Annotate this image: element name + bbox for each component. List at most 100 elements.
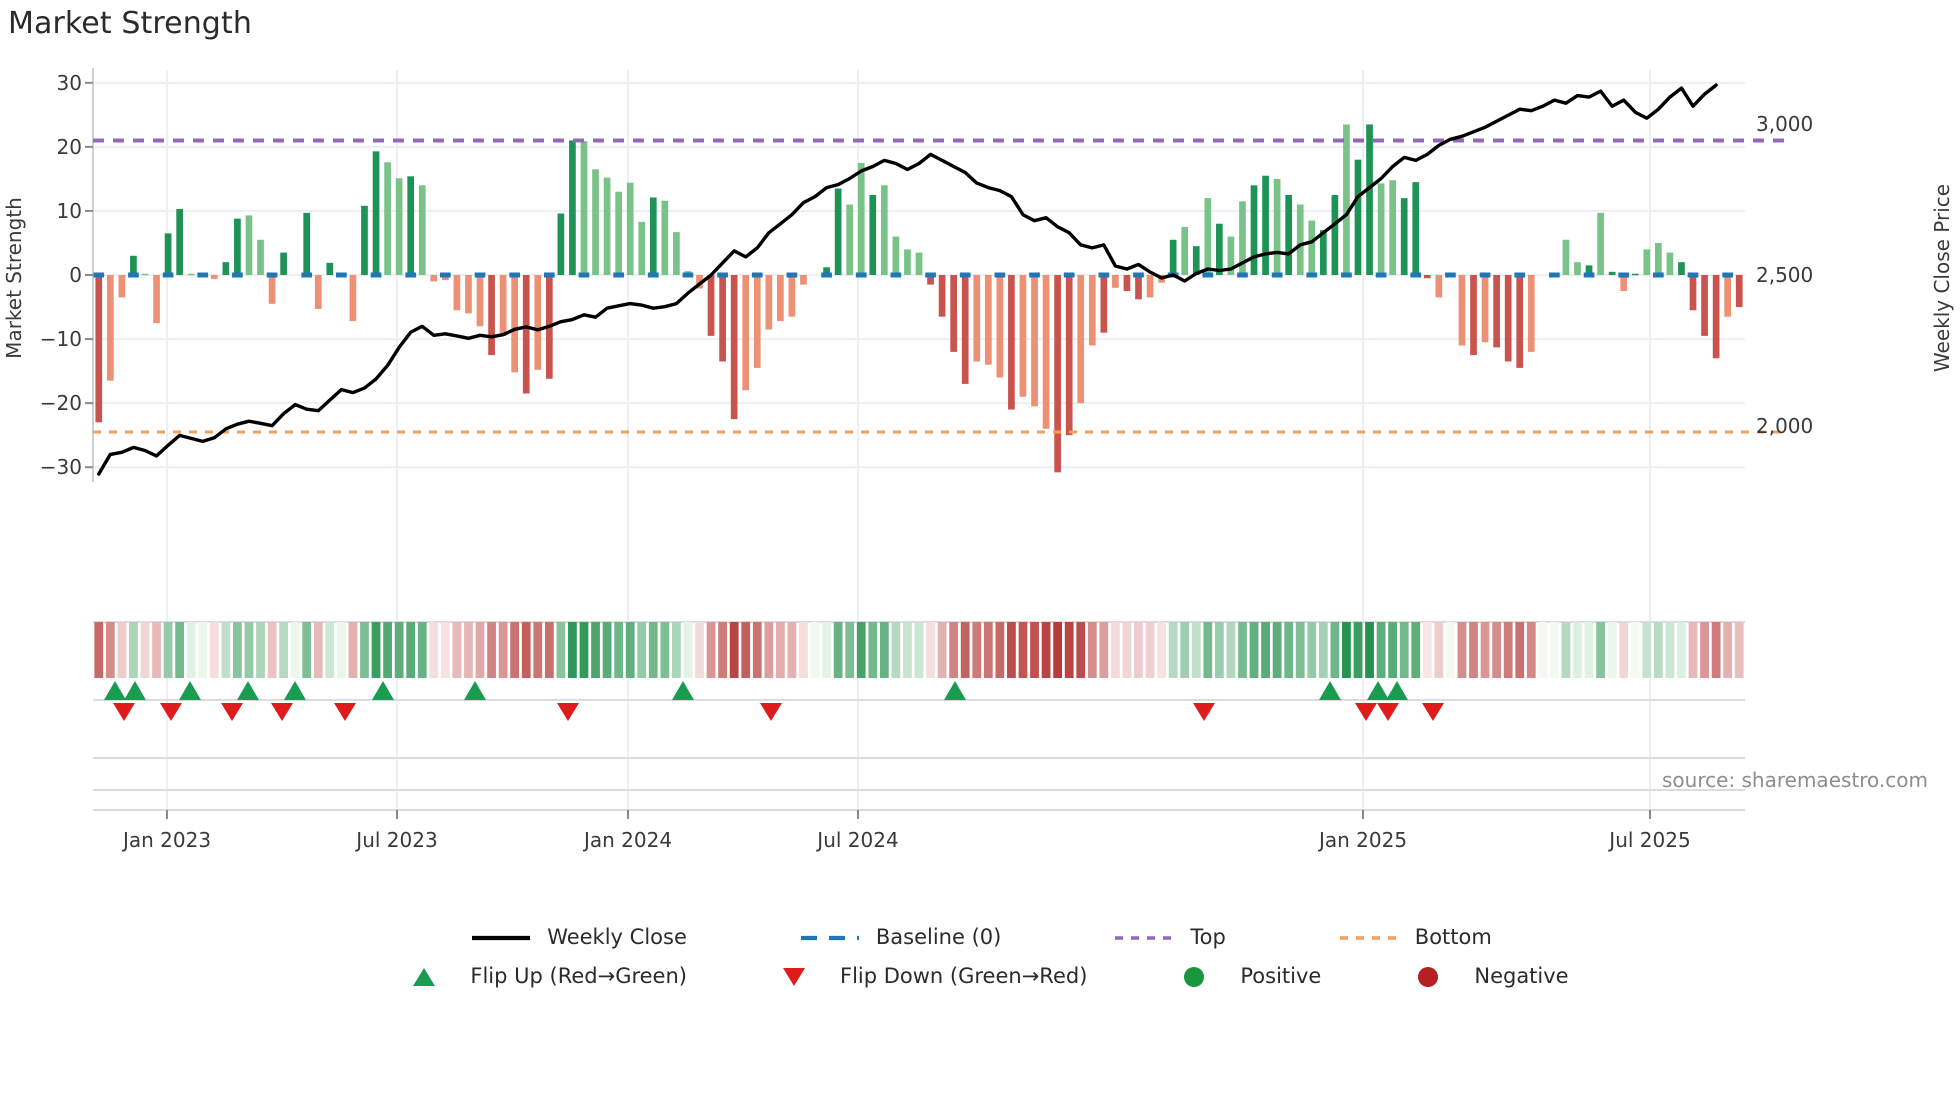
line-dotted-orange-icon [1336,925,1402,951]
strength-bar [153,275,160,324]
strength-bar [1239,201,1246,275]
heatmap-cell [1041,622,1051,678]
strength-bar [557,213,565,275]
heatmap-cell [637,622,647,678]
flip-up-marker [944,681,966,700]
line-dotted-purple-icon [1111,925,1177,951]
strength-bar [534,275,542,370]
heatmap-cell [325,622,335,678]
strength-bar [1031,275,1038,407]
heatmap-cell [856,622,866,678]
heatmap-cell [1318,622,1328,678]
heatmap-cell [1492,622,1502,678]
heatmap-cell [1434,622,1444,678]
legend-item[interactable]: Positive [1161,964,1321,990]
strength-bar [1620,275,1628,292]
strength-bar [488,275,495,356]
heatmap-cell [233,622,242,678]
strength-bar [753,275,761,368]
strength-bar [141,273,149,276]
strength-bar [892,236,900,275]
strength-bar [1319,230,1327,275]
legend-item[interactable]: Weekly Close [468,925,687,951]
strength-bar [1019,275,1027,397]
legend-item[interactable]: Negative [1395,964,1569,990]
heatmap-cell [371,622,381,678]
legend-item[interactable]: Baseline (0) [797,925,1001,951]
heatmap-cell [336,622,346,678]
heatmap-cell [1503,622,1513,678]
strength-bar [453,275,461,311]
strength-bar [1227,236,1235,275]
strength-bar [1135,275,1142,300]
heatmap-cell [718,622,727,678]
heatmap-cell [464,622,473,678]
heatmap-cell [833,622,843,678]
flip-down-marker [160,703,182,721]
strength-bar [742,275,750,391]
strength-bar [430,275,438,282]
strength-bar [707,275,715,336]
strength-bar [904,249,911,275]
heatmap-cell [672,622,681,678]
strength-bar [372,151,380,275]
heatmap-cell [845,622,855,678]
legend-item[interactable]: Flip Up (Red→Green) [391,964,687,990]
heatmap-cell [475,622,485,678]
x-axis-tick: Jan 2025 [1318,828,1408,852]
strength-bar [1366,124,1373,275]
heatmap-cell [706,622,716,678]
heatmap-cell [579,622,589,678]
strength-bar [1008,275,1015,410]
strength-bar [569,140,576,275]
heatmap-cell [1411,622,1421,678]
strength-bar [580,141,588,275]
x-axis-tick: Jan 2023 [122,828,212,852]
heatmap-cell [1700,622,1709,678]
strength-bar [592,169,599,275]
page-title: Market Strength [8,6,252,41]
strength-bar [1412,182,1420,275]
strength-bar [1100,275,1108,333]
strength-bar [1701,275,1708,336]
strength-bar [1146,275,1154,298]
heatmap-cell [290,622,300,678]
heatmap-cell [313,622,323,678]
y-axis-right-tick: 2,000 [1756,413,1814,438]
strength-bar [384,162,391,275]
strength-bar [222,262,230,275]
heatmap-cell [1388,622,1398,678]
heatmap-cell [787,622,797,678]
heatmap-cell [221,622,231,678]
heatmap-cell [891,622,901,678]
y-axis-left-tick: 10 [56,198,82,223]
heatmap-cell [129,622,138,678]
heatmap-cell [105,622,115,678]
strength-bar [649,197,657,275]
heatmap-cell [1342,622,1351,678]
heatmap-cell [1365,622,1374,678]
heatmap-cell [1549,622,1559,678]
strength-bar [973,275,981,362]
legend-row-bottom: Flip Up (Red→Green) Flip Down (Green→Red)… [0,957,1960,996]
strength-bar [696,275,703,289]
heatmap-cell [1064,622,1074,678]
flip-up-marker [1386,681,1408,700]
heatmap-cell [175,622,185,678]
strength-bar [245,215,253,275]
strength-bar [118,275,126,298]
strength-bar [280,252,287,275]
legend-item[interactable]: Top [1111,925,1226,951]
flip-up-marker [672,681,694,700]
heatmap-cell [267,622,277,678]
legend-item[interactable]: Flip Down (Green→Red) [761,964,1087,990]
heatmap-cell [995,622,1005,678]
strength-bar [1192,246,1200,275]
strength-bar [800,275,807,285]
heatmap-cell [244,622,254,678]
legend-item[interactable]: Bottom [1336,925,1492,951]
reference-lines [93,138,1785,434]
heatmap-cell [949,622,959,678]
strength-bar [407,176,415,275]
